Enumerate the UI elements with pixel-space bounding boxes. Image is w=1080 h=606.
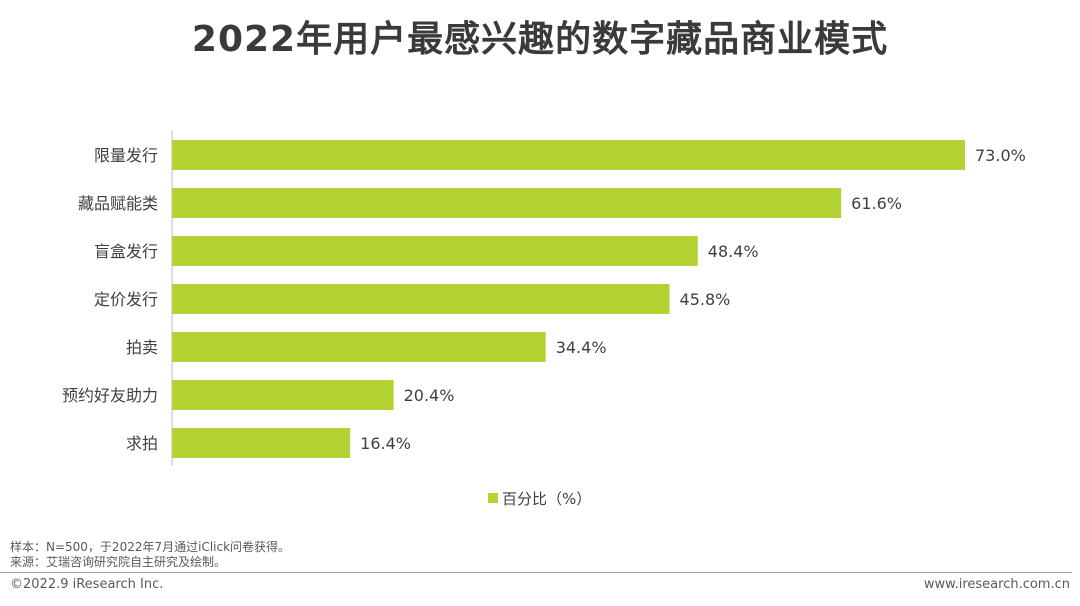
source-note: 来源：艾瑞咨询研究院自主研究及绘制。 <box>10 555 227 569</box>
category-label: 定价发行 <box>94 290 158 309</box>
bar <box>172 332 546 362</box>
website-text: www.iresearch.com.cn <box>923 577 1070 592</box>
category-label: 求拍 <box>126 434 158 453</box>
copyright-text: ©2022.9 iResearch Inc. <box>10 577 164 592</box>
bar <box>172 236 698 266</box>
data-label: 34.4% <box>556 338 607 357</box>
category-label: 盲盒发行 <box>94 242 158 261</box>
category-label: 藏品赋能类 <box>78 194 158 213</box>
data-label: 61.6% <box>851 194 902 213</box>
bar <box>172 188 842 218</box>
legend-label: 百分比（%） <box>502 490 591 508</box>
data-label: 45.8% <box>680 290 731 309</box>
footnote: 样本：N=500，于2022年7月通过iClick问卷获得。 来源：艾瑞咨询研究… <box>10 540 290 570</box>
data-label: 20.4% <box>404 386 455 405</box>
bar <box>172 380 394 410</box>
sample-note: 样本：N=500，于2022年7月通过iClick问卷获得。 <box>10 540 291 554</box>
data-label: 16.4% <box>360 434 411 453</box>
category-label: 拍卖 <box>126 338 158 357</box>
chart-title: 2022年用户最感兴趣的数字藏品商业模式 <box>191 19 889 60</box>
footer-divider <box>0 572 1072 573</box>
category-label: 限量发行 <box>94 146 158 165</box>
legend-swatch <box>488 493 498 503</box>
bar <box>172 140 965 170</box>
bar <box>172 428 351 458</box>
category-label: 预约好友助力 <box>62 386 158 405</box>
data-label: 48.4% <box>708 242 759 261</box>
data-label: 73.0% <box>975 146 1026 165</box>
bar <box>172 284 670 314</box>
bar-chart: 限量发行 73.0% 藏品赋能类 61.6% 盲盒发行 48.4% 定价发行 45.8% 拍卖 3… <box>62 130 1026 508</box>
